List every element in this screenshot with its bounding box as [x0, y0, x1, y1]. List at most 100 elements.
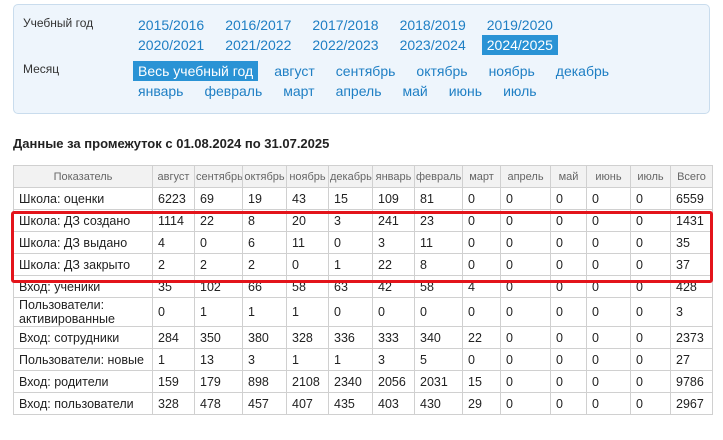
cell-value: 2056: [372, 370, 415, 393]
cell-value: 284: [152, 326, 195, 349]
table-row: Пользователи: активированные 0 1 1 1 0 0 0 0 0 0 0 0…: [13, 297, 713, 327]
cell-value: 0: [152, 297, 195, 327]
month-option[interactable]: ноябрь: [488, 63, 535, 79]
cell-value: 0: [586, 348, 631, 371]
year-option[interactable]: 2018/2019: [399, 17, 466, 33]
row-label: Вход: сотрудники: [13, 326, 153, 349]
table-row: Школа: ДЗ закрыто 2 2 2 0 1 22 8 0 0 0 0 0 37: [13, 253, 713, 276]
cell-value: 0: [500, 297, 551, 327]
column-header: декабрь: [328, 165, 373, 188]
month-option[interactable]: Весь учебный год: [133, 61, 259, 81]
cell-value: 1: [194, 297, 243, 327]
month-option[interactable]: январь: [138, 83, 184, 99]
cell-value: 0: [586, 370, 631, 393]
cell-value: 22: [462, 326, 501, 349]
cell-value: 0: [500, 326, 551, 349]
cell-value: 0: [550, 326, 587, 349]
cell-value: 0: [500, 348, 551, 371]
table-row: Пользователи: новые 1 13 3 1 1 3 5 0 0 0 0 0 27: [13, 348, 713, 371]
cell-value: 478: [194, 392, 243, 415]
month-options: Весь учебный год август сентябрь октябрь ноя…: [133, 61, 673, 101]
column-header: октябрь: [242, 165, 287, 188]
year-option[interactable]: 2016/2017: [225, 17, 292, 33]
year-option[interactable]: 2021/2022: [225, 37, 292, 53]
month-option[interactable]: февраль: [204, 83, 263, 99]
year-option[interactable]: 2022/2023: [312, 37, 379, 53]
cell-value: 2108: [286, 370, 329, 393]
table-row: Вход: сотрудники 284 350 380 328 336 333 340 22 0…: [13, 326, 713, 349]
year-option[interactable]: 2015/2016: [138, 17, 205, 33]
cell-value: 898: [242, 370, 287, 393]
cell-value: 430: [414, 392, 463, 415]
month-option[interactable]: сентябрь: [335, 63, 396, 79]
column-header: январь: [372, 165, 415, 188]
cell-value: 15: [328, 187, 373, 210]
row-label: Школа: ДЗ закрыто: [13, 253, 153, 276]
column-header: июль: [630, 165, 671, 188]
cell-value: 0: [630, 348, 671, 371]
cell-value: 2340: [328, 370, 373, 393]
cell-value: 0: [550, 348, 587, 371]
cell-value: 0: [328, 297, 373, 327]
cell-value: 403: [372, 392, 415, 415]
cell-value: 380: [242, 326, 287, 349]
month-option[interactable]: июль: [503, 83, 537, 99]
cell-value: 328: [286, 326, 329, 349]
cell-value: 0: [586, 326, 631, 349]
cell-value: 13: [194, 348, 243, 371]
cell-value: 435: [328, 392, 373, 415]
cell-value: 15: [462, 370, 501, 393]
row-label: Школа: ДЗ выдано: [13, 231, 153, 254]
month-option[interactable]: апрель: [335, 83, 382, 99]
table-body: Школа: оценки 6223 69 19 43 15 109 81 0 0 0 0 0 6559 Ш…: [13, 187, 713, 415]
column-header: август: [152, 165, 195, 188]
year-option[interactable]: 2019/2020: [486, 17, 553, 33]
cell-value: 11: [286, 231, 329, 254]
month-option[interactable]: октябрь: [416, 63, 468, 79]
data-table: Показатель август сентябрь октябрь ноябрь дек…: [13, 165, 713, 415]
row-label: Вход: родители: [13, 370, 153, 393]
cell-value: 6223: [152, 187, 195, 210]
cell-value: 81: [414, 187, 463, 210]
year-option[interactable]: 2017/2018: [312, 17, 379, 33]
column-header: июнь: [586, 165, 631, 188]
cell-value: 23: [414, 209, 463, 232]
cell-value: 5: [414, 348, 463, 371]
month-option[interactable]: август: [274, 63, 315, 79]
cell-value: 0: [550, 297, 587, 327]
month-option[interactable]: июнь: [448, 83, 483, 99]
cell-value: 35: [670, 231, 713, 254]
cell-value: 0: [630, 187, 671, 210]
cell-value: 1: [328, 348, 373, 371]
cell-value: 69: [194, 187, 243, 210]
header-row: Показатель август сентябрь октябрь ноябрь дек…: [13, 165, 713, 188]
cell-value: 1: [152, 348, 195, 371]
month-option[interactable]: май: [402, 83, 428, 99]
cell-value: 0: [414, 297, 463, 327]
cell-value: 159: [152, 370, 195, 393]
table-row: Школа: оценки 6223 69 19 43 15 109 81 0 0 0 0 0 6559: [13, 187, 713, 210]
cell-value: 0: [500, 187, 551, 210]
cell-value: 1: [286, 348, 329, 371]
cell-value: 0: [462, 348, 501, 371]
cell-value: 0: [550, 187, 587, 210]
cell-value: 0: [462, 187, 501, 210]
highlight-box: [11, 211, 713, 283]
month-option[interactable]: декабрь: [555, 63, 610, 79]
cell-value: 407: [286, 392, 329, 415]
row-label: Вход: пользователи: [13, 392, 153, 415]
cell-value: 22: [372, 253, 415, 276]
month-label: Месяц: [23, 62, 60, 76]
cell-value: 2031: [414, 370, 463, 393]
table-row: Вход: пользователи 328 478 457 407 435 403 430 2…: [13, 392, 713, 415]
year-option[interactable]: 2020/2021: [138, 37, 205, 53]
cell-value: 350: [194, 326, 243, 349]
month-option[interactable]: март: [283, 83, 315, 99]
cell-value: 2967: [670, 392, 713, 415]
cell-value: 19: [242, 187, 287, 210]
year-option[interactable]: 2024/2025: [481, 35, 558, 55]
year-option[interactable]: 2023/2024: [399, 37, 466, 53]
cell-value: 333: [372, 326, 415, 349]
cell-value: 109: [372, 187, 415, 210]
